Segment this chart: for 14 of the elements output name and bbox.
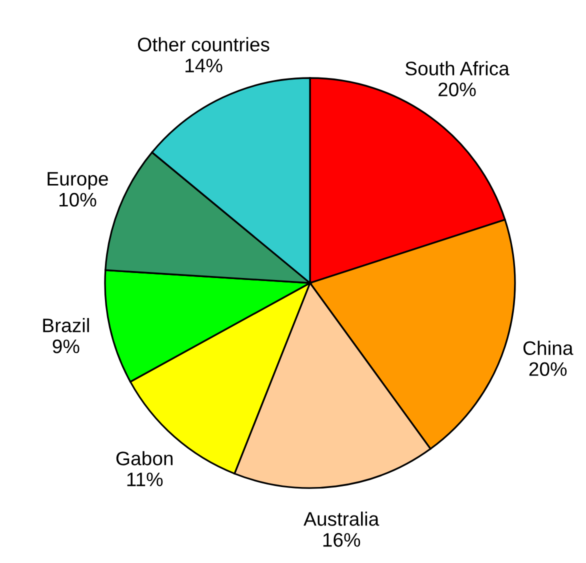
slice-label: Gabon bbox=[116, 451, 173, 466]
slice-label: South Africa bbox=[405, 61, 510, 76]
slice-label: Other countries bbox=[138, 37, 270, 52]
data-label: 9% bbox=[52, 339, 80, 354]
data-label: 20% bbox=[529, 362, 567, 376]
slice-label: Australia bbox=[304, 512, 380, 526]
slice-label: Brazil bbox=[43, 318, 89, 332]
data-label: 10% bbox=[59, 192, 96, 207]
data-label: 16% bbox=[323, 533, 360, 547]
slice-label: Europe bbox=[48, 172, 108, 190]
data-label: 20% bbox=[438, 82, 476, 96]
data-label: 11% bbox=[127, 472, 163, 486]
data-label: 14% bbox=[186, 58, 222, 72]
slice-label: China bbox=[523, 340, 574, 356]
